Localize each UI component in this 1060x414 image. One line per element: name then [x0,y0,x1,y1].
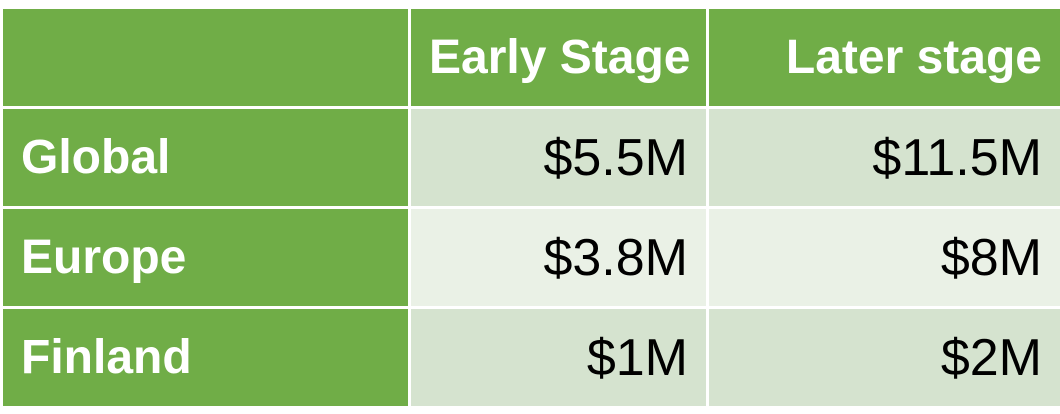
cell-europe-early-stage: $3.8M [408,206,709,309]
cell-europe-later-stage: $8M [706,206,1060,309]
cell-global-early-stage: $5.5M [408,106,709,209]
table-header-row: Early Stage Later stage [0,6,1060,109]
table-row-global: Global $5.5M $11.5M [0,106,1060,209]
row-label-finland: Finland [0,306,411,409]
row-label-europe: Europe [0,206,411,309]
funding-table: Early Stage Later stage Global $5.5M $11… [0,6,1060,409]
table-row-europe: Europe $3.8M $8M [0,206,1060,309]
column-header-early-stage: Early Stage [408,6,709,109]
row-label-global: Global [0,106,411,209]
header-corner-cell [0,6,411,109]
cell-global-later-stage: $11.5M [706,106,1060,209]
cell-finland-early-stage: $1M [408,306,709,409]
table-row-finland: Finland $1M $2M [0,306,1060,409]
column-header-later-stage: Later stage [706,6,1060,109]
cell-finland-later-stage: $2M [706,306,1060,409]
funding-table-container: Early Stage Later stage Global $5.5M $11… [0,6,1060,409]
